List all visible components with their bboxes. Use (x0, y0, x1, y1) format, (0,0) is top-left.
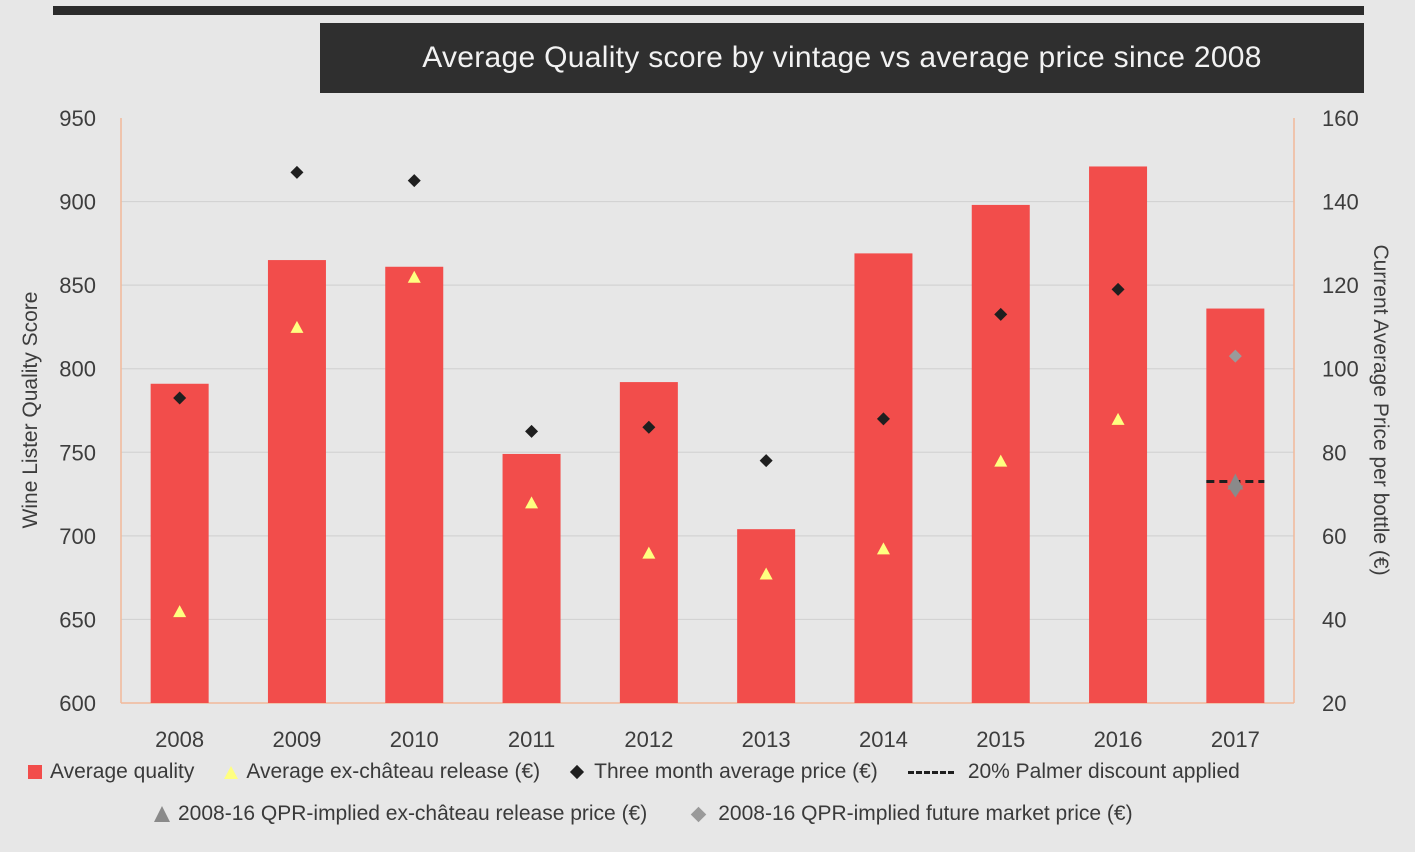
x-tick-label: 2010 (390, 727, 439, 752)
bar-series (150, 166, 1265, 703)
bar (854, 253, 913, 703)
y-axis-title-right: Current Average Price per bottle (€) (1369, 244, 1392, 575)
triangle-marker (759, 567, 773, 580)
y-tick-label-right: 60 (1322, 524, 1346, 549)
y-tick-label-left: 600 (59, 691, 96, 716)
diamond-marker (1228, 349, 1242, 363)
chart-title-bar: Average Quality score by vintage vs aver… (320, 23, 1364, 93)
triangle-marker (1111, 412, 1125, 425)
x-tick-label: 2017 (1211, 727, 1260, 752)
y-tick-label-left: 650 (59, 607, 96, 632)
y-tick-label-left: 850 (59, 273, 96, 298)
x-tick-label: 2009 (272, 727, 321, 752)
legend-swatch-grey-triangle (154, 806, 170, 822)
diamond-marker (759, 454, 773, 468)
y-tick-label-left: 950 (59, 106, 96, 131)
x-tick-label: 2011 (508, 727, 555, 752)
chart-title: Average Quality score by vintage vs aver… (422, 41, 1262, 74)
triangle-marker (876, 542, 890, 555)
legend-label: Average quality (50, 760, 195, 783)
legend-item-average-quality: Average quality (28, 760, 194, 784)
triangle-marker (173, 605, 187, 618)
y-tick-label-left: 750 (59, 440, 96, 465)
y-tick-label-right: 120 (1322, 273, 1359, 298)
y-tick-label-right: 40 (1322, 607, 1346, 632)
triangle-marker (290, 320, 304, 333)
bar (619, 382, 678, 703)
x-tick-label: 2013 (742, 727, 791, 752)
y-tick-label-right: 140 (1322, 190, 1359, 215)
legend-item-three-month-price: Three month average price (€) (570, 760, 878, 784)
diamond-marker (407, 174, 421, 188)
bar (150, 383, 209, 703)
y-tick-label-right: 20 (1322, 691, 1346, 716)
legend-label: 2008-16 QPR-implied ex-château release p… (178, 802, 648, 825)
x-tick-label: 2016 (1094, 727, 1143, 752)
legend-swatch-bar (28, 765, 42, 779)
y-tick-label-right: 160 (1322, 106, 1359, 131)
y-tick-label-left: 800 (59, 357, 96, 382)
legend-label: 20% Palmer discount applied (967, 760, 1240, 783)
bar (1206, 308, 1265, 703)
legend-swatch-black-diamond (570, 764, 585, 780)
bar (971, 204, 1030, 703)
legend-label: Three month average price (€) (594, 760, 878, 783)
x-tick-label: 2014 (859, 727, 908, 752)
legend-row-2: 2008-16 QPR-implied ex-château release p… (154, 802, 1163, 826)
bar (385, 266, 444, 703)
diamond-marker (173, 391, 187, 405)
triangle-marker (525, 496, 539, 509)
triangle-marker (994, 454, 1008, 467)
legend-row-1: Average quality Average ex-château relea… (28, 760, 1270, 784)
diamond-marker (876, 412, 890, 426)
bar (267, 260, 326, 703)
legend-swatch-yellow-triangle (224, 765, 239, 779)
triangle-marker (407, 270, 421, 283)
marker-series (173, 165, 1265, 618)
legend-label: 2008-16 QPR-implied future market price … (718, 802, 1133, 825)
y-axis-title-left: Wine Lister Quality Score (19, 292, 42, 529)
x-tick-label: 2008 (155, 727, 204, 752)
bar (1089, 166, 1148, 703)
tick-labels: 950 900 850 800 750 700 650 600 160 140 120 100 80 60… (19, 106, 1392, 752)
legend-label: Average ex-château release (€) (246, 760, 541, 783)
x-tick-label: 2015 (976, 727, 1025, 752)
diamond-marker (642, 420, 656, 434)
legend-item-qpr-market: 2008-16 QPR-implied future market price … (690, 802, 1133, 826)
bar (737, 529, 796, 703)
triangle-marker (1227, 485, 1244, 498)
x-tick-label: 2012 (624, 727, 673, 752)
legend-swatch-grey-diamond (690, 806, 707, 822)
y-tick-label-right: 80 (1322, 440, 1346, 465)
y-tick-label-left: 900 (59, 190, 96, 215)
diamond-marker (290, 165, 304, 179)
bar (502, 453, 561, 703)
y-tick-label-right: 100 (1322, 357, 1359, 382)
top-rule (53, 6, 1364, 15)
diamond-marker (525, 424, 539, 438)
legend-item-release-price: Average ex-château release (€) (224, 760, 540, 784)
legend-item-palmer-discount: 20% Palmer discount applied (907, 760, 1240, 784)
diamond-marker (994, 307, 1008, 321)
legend-swatch-dash (907, 770, 954, 774)
y-tick-label-left: 700 (59, 524, 96, 549)
diamond-marker (1111, 282, 1125, 296)
legend-item-qpr-release: 2008-16 QPR-implied ex-château release p… (154, 802, 647, 826)
triangle-marker (642, 546, 656, 559)
